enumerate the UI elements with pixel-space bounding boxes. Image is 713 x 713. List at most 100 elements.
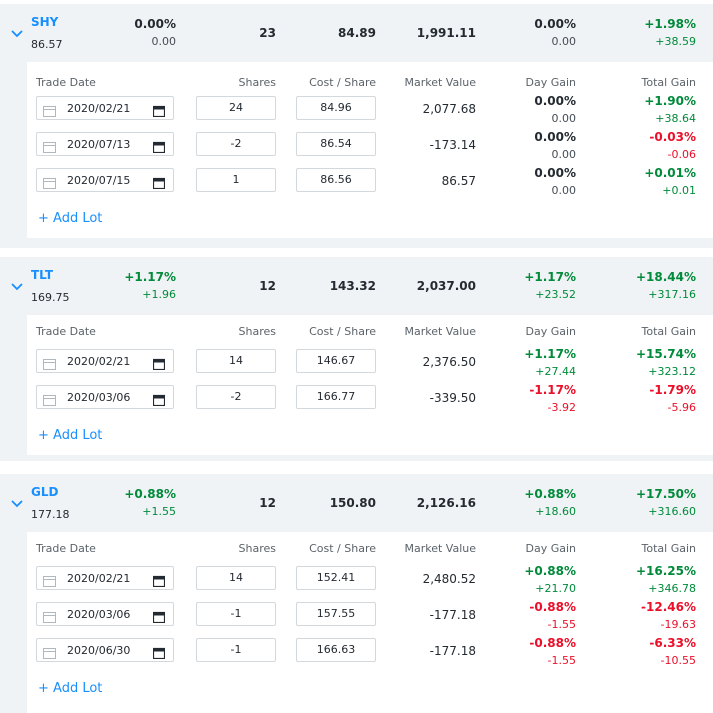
header-shares: Shares bbox=[238, 76, 276, 89]
holding-summary-row[interactable]: SHY 86.57 0.00% 0.00 23 84.89 1,991.11 0… bbox=[0, 4, 713, 62]
symbol-link[interactable]: SHY bbox=[31, 15, 59, 29]
chevron-down-icon[interactable] bbox=[10, 496, 24, 510]
calendar-outline-icon bbox=[43, 355, 56, 374]
lot-total-gain-value: +0.01 bbox=[662, 184, 696, 197]
trade-date-input[interactable]: 2020/03/06 bbox=[36, 602, 174, 626]
lot-total-gain-value: -10.55 bbox=[660, 654, 696, 667]
symbol-link[interactable]: GLD bbox=[31, 485, 59, 499]
change-value: +1.55 bbox=[142, 505, 176, 518]
last-price: 177.18 bbox=[31, 508, 70, 521]
chevron-down-icon[interactable] bbox=[10, 279, 24, 293]
add-lot-button[interactable]: + Add Lot bbox=[38, 211, 103, 226]
trade-date-input[interactable]: 2020/02/21 bbox=[36, 566, 174, 590]
trade-date-input[interactable]: 2020/02/21 bbox=[36, 96, 174, 120]
trade-date-value: 2020/02/21 bbox=[67, 572, 131, 585]
holding-summary-row[interactable]: GLD 177.18 +0.88% +1.55 12 150.80 2,126.… bbox=[0, 474, 713, 532]
shares-input[interactable]: 14 bbox=[196, 349, 276, 373]
calendar-outline-icon bbox=[43, 138, 56, 157]
day-gain-percent: +0.88% bbox=[524, 487, 576, 501]
trade-date-value: 2020/07/13 bbox=[67, 138, 131, 151]
cost-share-input[interactable]: 84.96 bbox=[296, 96, 376, 120]
trade-date-input[interactable]: 2020/07/15 bbox=[36, 168, 174, 192]
header-market-value: Market Value bbox=[404, 542, 476, 555]
change-percent: 0.00% bbox=[134, 17, 176, 31]
calendar-icon[interactable] bbox=[152, 138, 166, 157]
lot-day-gain-percent: +0.88% bbox=[524, 564, 576, 578]
holding-gld: GLD 177.18 +0.88% +1.55 12 150.80 2,126.… bbox=[0, 474, 713, 713]
calendar-outline-icon bbox=[43, 572, 56, 591]
lot-day-gain-percent: 0.00% bbox=[534, 94, 576, 108]
trade-date-input[interactable]: 2020/06/30 bbox=[36, 638, 174, 662]
header-cost-share: Cost / Share bbox=[309, 542, 376, 555]
cost-share-input[interactable]: 86.54 bbox=[296, 132, 376, 156]
add-lot-button[interactable]: + Add Lot bbox=[38, 681, 103, 696]
header-day-gain: Day Gain bbox=[525, 76, 576, 89]
trade-date-value: 2020/02/21 bbox=[67, 355, 131, 368]
chevron-down-icon[interactable] bbox=[10, 26, 24, 40]
shares-total: 12 bbox=[259, 279, 276, 293]
lot-total-gain-value: -0.06 bbox=[667, 148, 696, 161]
trade-date-input[interactable]: 2020/02/21 bbox=[36, 349, 174, 373]
trade-date-input[interactable]: 2020/07/13 bbox=[36, 132, 174, 156]
calendar-icon[interactable] bbox=[152, 608, 166, 627]
add-lot-button[interactable]: + Add Lot bbox=[38, 428, 103, 443]
cost-share-avg: 150.80 bbox=[329, 496, 376, 510]
lot-total-gain-value: +346.78 bbox=[648, 582, 696, 595]
shares-input[interactable]: -2 bbox=[196, 385, 276, 409]
header-cost-share: Cost / Share bbox=[309, 76, 376, 89]
lot-day-gain-value: 0.00 bbox=[551, 184, 577, 197]
cost-share-input[interactable]: 86.56 bbox=[296, 168, 376, 192]
trade-date-value: 2020/03/06 bbox=[67, 608, 131, 621]
last-price: 169.75 bbox=[31, 291, 70, 304]
shares-input[interactable]: 1 bbox=[196, 168, 276, 192]
total-gain-percent: +1.98% bbox=[644, 17, 696, 31]
lot-day-gain-percent: +1.17% bbox=[524, 347, 576, 361]
trade-date-value: 2020/07/15 bbox=[67, 174, 131, 187]
total-gain-value: +316.60 bbox=[648, 505, 696, 518]
calendar-outline-icon bbox=[43, 391, 56, 410]
cost-share-avg: 84.89 bbox=[338, 26, 376, 40]
lot-total-gain-value: +323.12 bbox=[648, 365, 696, 378]
header-trade-date: Trade Date bbox=[36, 325, 96, 338]
calendar-icon[interactable] bbox=[152, 174, 166, 193]
lot-total-gain-value: -5.96 bbox=[667, 401, 696, 414]
holding-summary-row[interactable]: TLT 169.75 +1.17% +1.96 12 143.32 2,037.… bbox=[0, 257, 713, 315]
shares-input[interactable]: -1 bbox=[196, 638, 276, 662]
lot-day-gain-value: -1.55 bbox=[547, 618, 576, 631]
shares-input[interactable]: -2 bbox=[196, 132, 276, 156]
calendar-icon[interactable] bbox=[152, 644, 166, 663]
total-gain-value: +317.16 bbox=[648, 288, 696, 301]
shares-input[interactable]: -1 bbox=[196, 602, 276, 626]
calendar-icon[interactable] bbox=[152, 572, 166, 591]
lot-day-gain-percent: -1.17% bbox=[529, 383, 576, 397]
cost-share-input[interactable]: 166.63 bbox=[296, 638, 376, 662]
cost-share-input[interactable]: 146.67 bbox=[296, 349, 376, 373]
lot-day-gain-value: -1.55 bbox=[547, 654, 576, 667]
shares-input[interactable]: 24 bbox=[196, 96, 276, 120]
symbol-link[interactable]: TLT bbox=[31, 268, 54, 282]
day-gain-percent: +1.17% bbox=[524, 270, 576, 284]
calendar-icon[interactable] bbox=[152, 355, 166, 374]
holding-tlt: TLT 169.75 +1.17% +1.96 12 143.32 2,037.… bbox=[0, 257, 713, 461]
calendar-icon[interactable] bbox=[152, 391, 166, 410]
lot-day-gain-value: +27.44 bbox=[535, 365, 576, 378]
header-shares: Shares bbox=[238, 325, 276, 338]
lot-total-gain-percent: +1.90% bbox=[644, 94, 696, 108]
trade-date-input[interactable]: 2020/03/06 bbox=[36, 385, 174, 409]
holding-shy: SHY 86.57 0.00% 0.00 23 84.89 1,991.11 0… bbox=[0, 4, 713, 248]
lot-total-gain-percent: -0.03% bbox=[649, 130, 696, 144]
calendar-outline-icon bbox=[43, 644, 56, 663]
cost-share-input[interactable]: 152.41 bbox=[296, 566, 376, 590]
cost-share-input[interactable]: 157.55 bbox=[296, 602, 376, 626]
lot-market-value: 2,077.68 bbox=[422, 102, 476, 116]
calendar-icon[interactable] bbox=[152, 102, 166, 121]
header-total-gain: Total Gain bbox=[641, 76, 696, 89]
header-market-value: Market Value bbox=[404, 325, 476, 338]
lot-total-gain-percent: -1.79% bbox=[649, 383, 696, 397]
lot-market-value: -173.14 bbox=[429, 138, 476, 152]
change-value: 0.00 bbox=[151, 35, 177, 48]
lot-day-gain-percent: -0.88% bbox=[529, 636, 576, 650]
cost-share-input[interactable]: 166.77 bbox=[296, 385, 376, 409]
shares-input[interactable]: 14 bbox=[196, 566, 276, 590]
lot-day-gain-percent: 0.00% bbox=[534, 130, 576, 144]
